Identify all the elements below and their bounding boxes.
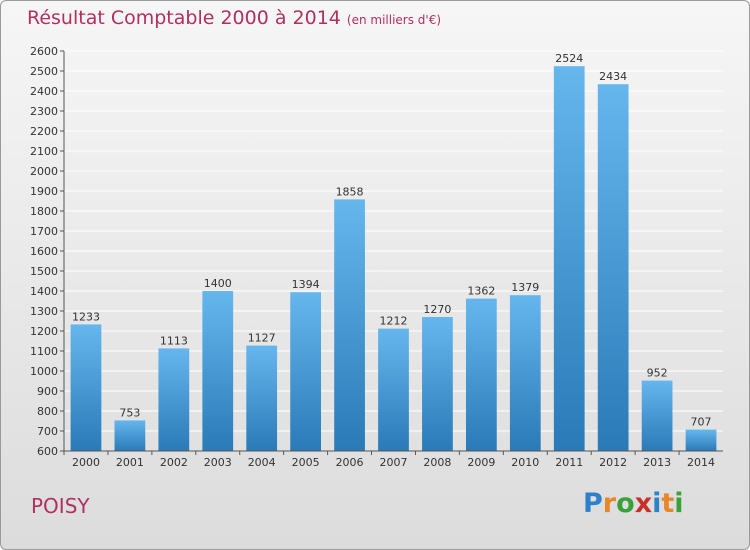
y-tick-label: 2100 [30,145,58,158]
x-tick-label: 2010 [511,456,539,469]
x-tick-label: 2001 [116,456,144,469]
y-tick-label: 2300 [30,105,58,118]
bar-value-label: 2524 [555,52,583,65]
y-tick-label: 1500 [30,265,58,278]
bar-2008 [422,317,453,451]
bar-2003 [202,291,234,451]
x-tick-label: 2000 [72,456,100,469]
y-tick-label: 2500 [30,65,58,78]
bar-2013 [641,380,673,451]
bar-value-label: 952 [647,367,668,380]
bar-2009 [465,298,497,451]
bar-value-label: 1394 [292,278,320,291]
bar-value-label: 753 [119,406,140,419]
logo-letter: r [602,488,617,519]
y-tick-label: 900 [37,385,58,398]
bar-2011 [553,66,585,451]
bar-2002 [158,348,190,451]
y-tick-label: 1400 [30,285,58,298]
bar-value-label: 1400 [204,277,232,290]
y-tick-label: 800 [37,405,58,418]
logo-letter: x [634,488,653,519]
bar-2010 [509,295,541,451]
chart-title-text: Résultat Comptable 2000 à 2014 [27,7,341,29]
bar-2004 [246,345,278,451]
x-tick-label: 2011 [555,456,583,469]
y-tick-label: 2600 [30,45,58,58]
x-tick-label: 2004 [248,456,276,469]
bar-value-label: 1113 [160,334,188,347]
bar-2001 [114,420,146,451]
logo-letter: t [661,488,675,519]
x-axis: 2000 2001 2002 2003 2004 2005 2006 2007 2008 2009… [63,450,723,469]
logo-letter: P [583,488,603,519]
y-tick-label: 600 [37,445,58,458]
logo-letter: o [616,488,635,519]
y-tick-label: 1300 [30,305,58,318]
y-tick-label: 1600 [30,245,58,258]
bar-value-label: 1270 [423,303,451,316]
y-tick-label: 1900 [30,185,58,198]
bar-value-label: 1212 [380,315,408,328]
bar-2000 [70,324,102,451]
y-tick-label: 2400 [30,85,58,98]
y-tick-label: 1000 [30,365,58,378]
x-tick-label: 2012 [599,456,627,469]
chart-title: Résultat Comptable 2000 à 2014 (en millie… [27,7,441,29]
place-name: POISY [31,494,90,518]
x-tick-label: 2007 [380,456,408,469]
x-tick-label: 2006 [336,456,364,469]
bar-2006 [334,199,365,451]
y-tick-label: 1200 [30,325,58,338]
bar-2014 [685,429,717,451]
bar-value-label: 1127 [248,332,276,345]
x-tick-label: 2014 [687,456,715,469]
bar-value-label: 2434 [599,70,627,83]
y-axis: 600 700 800 900 1000 1100 1200 1300 1400 1500 1600… [30,45,65,458]
bar-value-label: 1858 [336,185,364,198]
bar-2007 [378,328,409,451]
x-tick-label: 2009 [467,456,495,469]
bar-value-label: 707 [691,416,712,429]
value-labels: 1233 753 1113 1400 1127 1394 1858 1212 1270 1362 1… [72,52,712,428]
bar-2005 [290,292,322,451]
logo-letter: i [652,488,662,519]
y-tick-label: 700 [37,425,58,438]
y-tick-label: 2000 [30,165,58,178]
x-tick-label: 2005 [292,456,320,469]
x-tick-label: 2008 [423,456,451,469]
y-tick-label: 1700 [30,225,58,238]
x-tick-label: 2003 [204,456,232,469]
bar-value-label: 1362 [467,285,495,298]
y-tick-label: 1100 [30,345,58,358]
x-tick-label: 2002 [160,456,188,469]
bar-value-label: 1233 [72,310,100,323]
bar-value-label: 1379 [511,281,539,294]
y-tick-label: 1800 [30,205,58,218]
logo-letter: i [674,488,684,519]
y-tick-label: 2200 [30,125,58,138]
chart-subtitle: (en milliers d'€) [346,13,442,27]
bars [70,66,717,451]
x-tick-label: 2013 [643,456,671,469]
bar-2012 [597,84,629,451]
proxiti-logo[interactable]: Proxiti [583,488,684,519]
